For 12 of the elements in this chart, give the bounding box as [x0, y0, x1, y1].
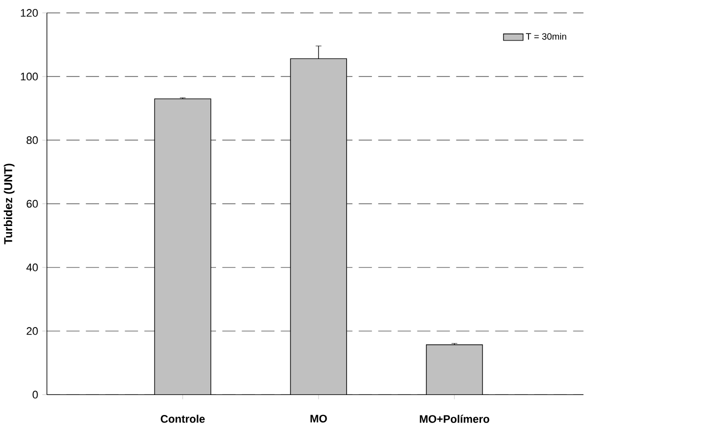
y-tick-label: 120 — [20, 9, 38, 17]
y-tick-label: 80 — [26, 136, 38, 144]
legend-label: T = 30min — [526, 32, 566, 40]
y-tick-label: 100 — [20, 72, 38, 80]
y-tick-label: 0 — [32, 390, 38, 398]
y-tick-label: 40 — [26, 264, 38, 272]
x-tick-label: MO — [310, 414, 327, 422]
x-tick-label: Controle — [160, 414, 205, 423]
y-tick-label: 60 — [26, 200, 38, 208]
y-tick-label: 20 — [26, 327, 38, 335]
y-axis-title: Turbidez (UNT) — [4, 164, 14, 244]
x-tick-label: MO+Polímero — [420, 414, 490, 423]
